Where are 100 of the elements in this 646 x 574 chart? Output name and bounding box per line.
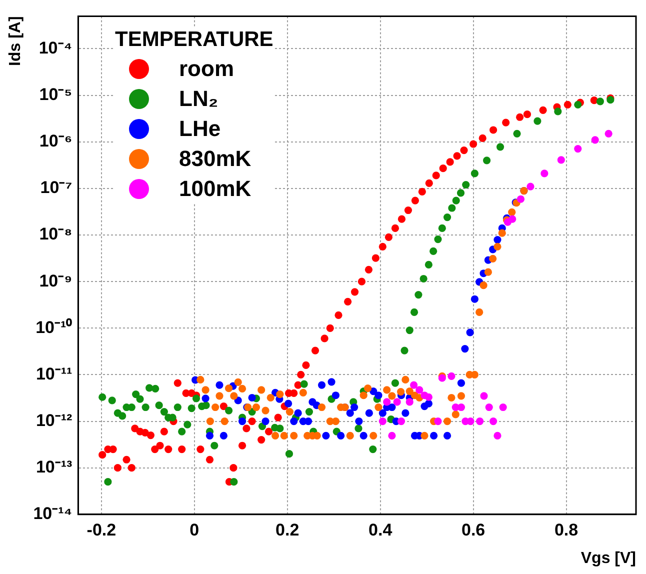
legend-label: room	[179, 56, 234, 82]
point	[420, 432, 428, 440]
point	[374, 392, 382, 400]
point	[262, 406, 270, 414]
point	[388, 392, 396, 400]
point	[355, 417, 363, 426]
point	[480, 282, 488, 290]
y-tick-label: 10⁻¹¹	[36, 364, 73, 384]
y-tick-label: 10⁻⁹	[39, 271, 72, 290]
point	[364, 384, 372, 392]
point	[574, 145, 582, 153]
point	[318, 403, 326, 412]
point	[489, 254, 497, 262]
point	[457, 403, 466, 412]
point	[337, 432, 345, 440]
point	[318, 381, 326, 389]
point	[322, 432, 330, 440]
point	[430, 432, 438, 440]
x-tick-label: -0.2	[86, 520, 116, 540]
y-tick-label: 10⁻⁶	[39, 132, 72, 151]
point	[216, 381, 224, 389]
legend-title: TEMPERATURE	[115, 28, 274, 52]
point	[424, 400, 432, 408]
point	[466, 417, 474, 426]
point	[397, 417, 406, 426]
point	[252, 403, 260, 412]
point	[494, 236, 502, 244]
point	[416, 386, 424, 394]
legend-label: 830mK	[179, 146, 252, 172]
x-tick-label: 0.6	[461, 520, 486, 540]
point	[393, 398, 401, 406]
point	[374, 403, 382, 412]
legend-label: LN₂	[179, 86, 218, 112]
x-tick-label: 0.4	[368, 520, 393, 540]
point	[410, 381, 418, 389]
point	[230, 392, 238, 400]
point	[216, 392, 224, 400]
point	[557, 156, 565, 164]
point	[294, 409, 302, 417]
point	[202, 394, 210, 402]
point	[234, 378, 242, 386]
point	[499, 403, 507, 412]
point	[508, 208, 516, 216]
point	[388, 432, 396, 440]
point	[378, 417, 386, 426]
point	[516, 195, 525, 203]
point	[370, 432, 378, 440]
y-tick-label: 10⁻¹⁴	[33, 504, 72, 524]
legend-label: 100mK	[179, 176, 252, 202]
point	[402, 409, 410, 417]
point	[498, 229, 506, 237]
point	[383, 386, 391, 394]
point	[206, 417, 214, 426]
point	[461, 345, 469, 353]
point	[424, 393, 432, 401]
point	[290, 417, 298, 426]
point	[350, 403, 358, 412]
point	[494, 432, 502, 440]
y-tick-label: 10⁻⁴	[38, 38, 72, 58]
point	[206, 432, 214, 440]
point	[299, 388, 307, 397]
point	[526, 182, 534, 190]
point	[604, 130, 612, 138]
point	[396, 388, 405, 396]
point	[258, 386, 266, 394]
point	[238, 417, 246, 426]
point	[365, 409, 373, 417]
point	[452, 410, 460, 418]
point	[457, 379, 466, 387]
point	[508, 215, 516, 223]
point	[346, 409, 354, 417]
point	[476, 308, 484, 316]
point	[489, 417, 498, 426]
point	[262, 417, 270, 426]
point	[196, 376, 204, 384]
x-axis-title: Vgs [V]	[580, 550, 636, 567]
point	[378, 409, 386, 417]
y-tick-label: 10⁻⁸	[39, 224, 72, 244]
point	[443, 417, 452, 426]
point	[476, 417, 484, 426]
point	[332, 417, 340, 426]
y-tick-label: 10⁻¹⁰	[36, 318, 72, 337]
point	[332, 392, 340, 400]
point	[402, 376, 410, 384]
y-tick-label: 10⁻⁵	[39, 85, 72, 104]
point	[388, 403, 396, 412]
point	[238, 384, 246, 393]
point	[484, 268, 492, 276]
point	[443, 432, 452, 440]
point	[271, 432, 280, 440]
point	[220, 432, 228, 440]
point	[266, 394, 274, 402]
point	[360, 392, 368, 400]
point	[448, 372, 456, 380]
point	[328, 378, 336, 386]
x-tick-label: 0.8	[554, 520, 578, 540]
point	[540, 170, 548, 178]
point	[286, 408, 294, 416]
point	[480, 392, 488, 400]
point	[224, 384, 233, 392]
